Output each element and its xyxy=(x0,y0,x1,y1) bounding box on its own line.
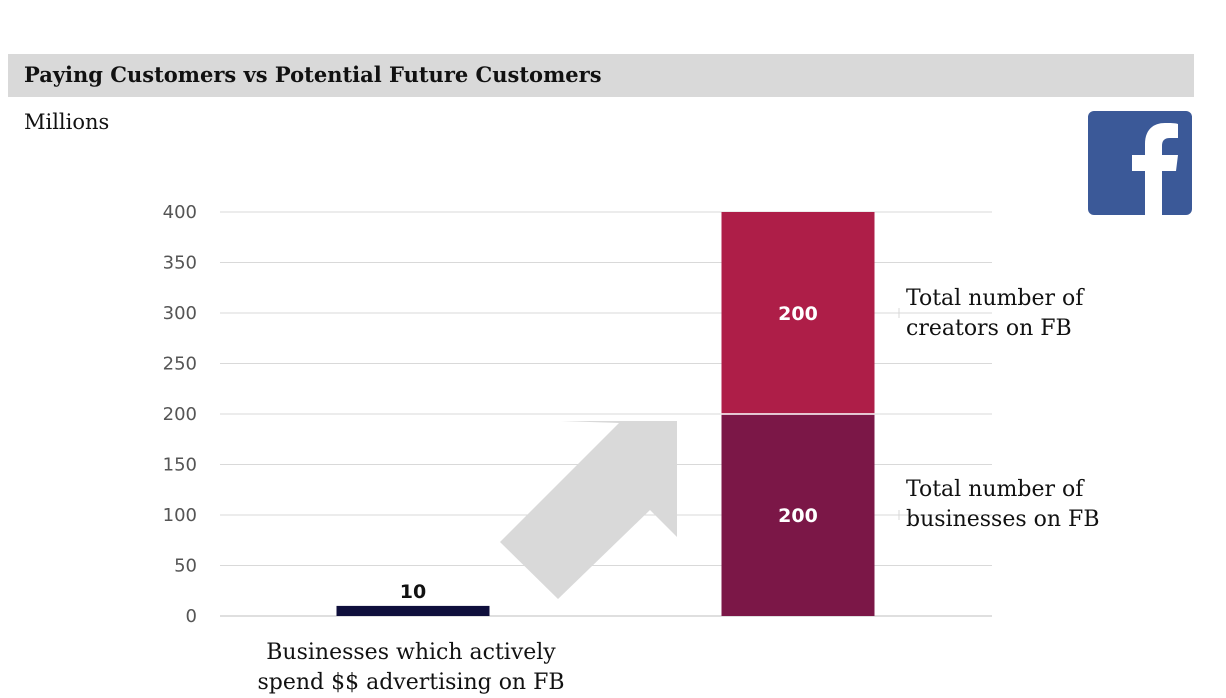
bar-value-label: 200 xyxy=(778,303,818,325)
businesses-segment xyxy=(721,414,875,616)
annotation-businesses-line-2: businesses on FB xyxy=(906,507,1100,532)
annotation-businesses-line-1: Total number of xyxy=(906,477,1084,502)
paying-businesses-bar xyxy=(336,605,490,616)
units-label: Millions xyxy=(24,110,110,134)
annotation-creators: Total number of creators on FB xyxy=(906,284,1206,344)
y-tick-label: 0 xyxy=(186,606,197,627)
y-tick-label: 200 xyxy=(163,404,197,425)
annotation-creators-line-1: Total number of xyxy=(906,286,1084,311)
arrow-layer xyxy=(500,421,677,599)
y-tick-label: 150 xyxy=(163,455,197,476)
y-tick-label: 50 xyxy=(174,556,197,577)
annotation-creators-line-2: creators on FB xyxy=(906,316,1072,341)
y-tick-label: 350 xyxy=(163,253,197,274)
annotation-businesses: Total number of businesses on FB xyxy=(906,475,1206,535)
category-label-line-2: spend $$ advertising on FB xyxy=(257,670,565,695)
y-axis-ticks: 0 50 100 150 200 250 300 350 400 xyxy=(163,202,197,627)
title-bar: Paying Customers vs Potential Future Cus… xyxy=(8,54,1194,97)
facebook-logo-icon xyxy=(1088,111,1192,215)
bars xyxy=(336,212,875,616)
up-right-arrow-icon xyxy=(500,421,677,599)
y-tick-label: 300 xyxy=(163,303,197,324)
category-label: Businesses which actively spend $$ adver… xyxy=(236,638,586,698)
bar-value-label: 200 xyxy=(778,505,818,527)
category-label-line-1: Businesses which actively xyxy=(266,640,556,665)
bar-value-labels: 10 200 200 xyxy=(400,303,818,603)
y-tick-label: 100 xyxy=(163,505,197,526)
y-tick-label: 250 xyxy=(163,354,197,375)
creators-segment xyxy=(721,212,875,414)
bar-value-label: 10 xyxy=(400,581,426,603)
gridlines xyxy=(220,211,992,617)
y-tick-label: 400 xyxy=(163,202,197,223)
chart-title: Paying Customers vs Potential Future Cus… xyxy=(24,62,602,87)
